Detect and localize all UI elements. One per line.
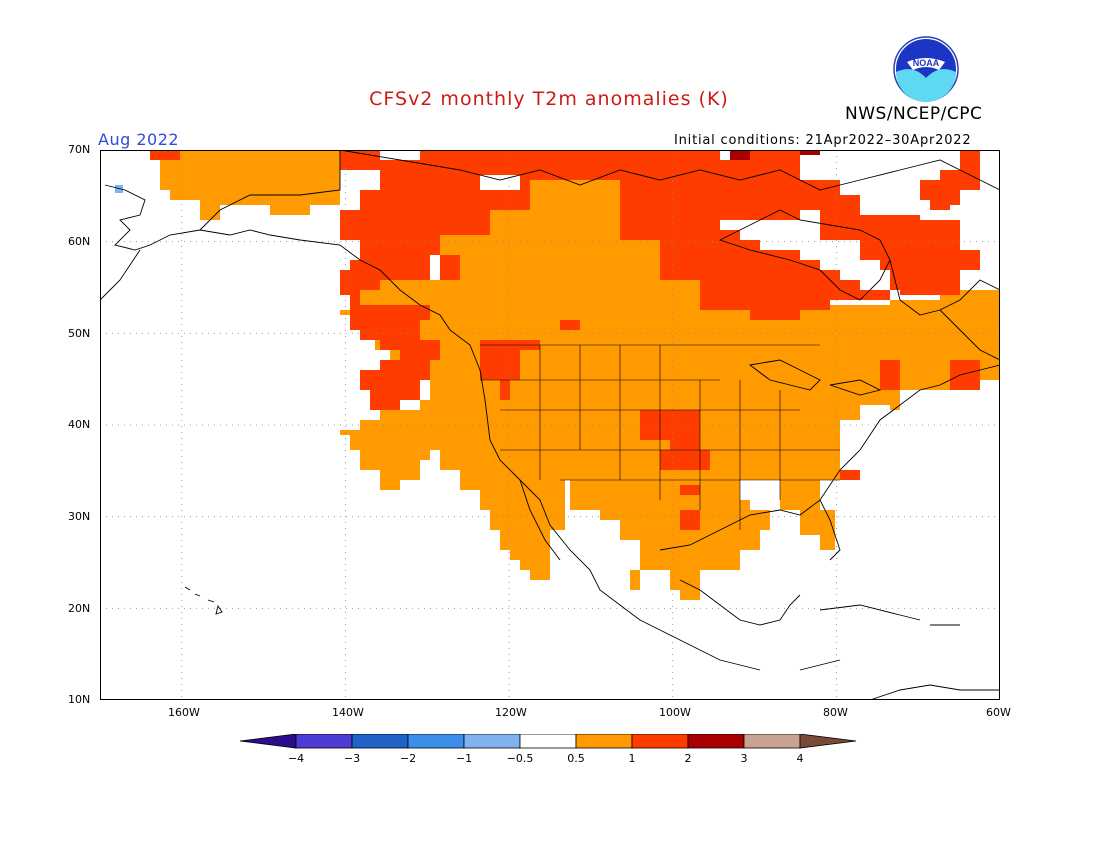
lat-tick: 20N bbox=[68, 602, 91, 615]
colorbar-label: −4 bbox=[287, 752, 305, 765]
colorbar bbox=[240, 734, 857, 749]
colorbar-label: −1 bbox=[455, 752, 473, 765]
colorbar-label: 3 bbox=[740, 752, 748, 765]
lon-tick: 60W bbox=[986, 706, 1011, 719]
map-title: CFSv2 monthly T2m anomalies (K) bbox=[369, 88, 729, 110]
colorbar-cell bbox=[519, 734, 577, 749]
colorbar-label: 4 bbox=[796, 752, 804, 765]
lon-tick: 100W bbox=[659, 706, 691, 719]
lat-tick: 10N bbox=[68, 693, 91, 706]
lon-tick: 120W bbox=[495, 706, 527, 719]
lon-tick: 160W bbox=[168, 706, 200, 719]
lat-tick: 40N bbox=[68, 418, 91, 431]
lat-tick: 30N bbox=[68, 510, 91, 523]
lat-tick: 60N bbox=[68, 235, 91, 248]
noaa-logo-icon: NOAA bbox=[893, 36, 959, 102]
colorbar-cell bbox=[631, 734, 689, 749]
colorbar-cell bbox=[351, 734, 409, 749]
colorbar-cell bbox=[799, 734, 857, 749]
coastlines bbox=[100, 150, 1000, 700]
colorbar-cell bbox=[407, 734, 465, 749]
colorbar-cell bbox=[295, 734, 353, 749]
svg-text:NOAA: NOAA bbox=[913, 58, 940, 68]
colorbar-cell bbox=[575, 734, 633, 749]
grid-lines bbox=[100, 150, 1000, 700]
lat-tick: 50N bbox=[68, 327, 91, 340]
colorbar-label: 1 bbox=[628, 752, 636, 765]
initial-conditions: Initial conditions: 21Apr2022–30Apr2022 bbox=[674, 133, 972, 148]
colorbar-label: −3 bbox=[343, 752, 361, 765]
colorbar-cell bbox=[463, 734, 521, 749]
forecast-month: Aug 2022 bbox=[98, 130, 180, 149]
colorbar-label: −0.5 bbox=[506, 752, 534, 765]
colorbar-label: −2 bbox=[399, 752, 417, 765]
colorbar-cell bbox=[240, 734, 297, 749]
agency-label: NWS/NCEP/CPC bbox=[845, 104, 983, 124]
colorbar-label: 2 bbox=[684, 752, 692, 765]
colorbar-label: 0.5 bbox=[567, 752, 585, 765]
lat-tick: 70N bbox=[68, 143, 91, 156]
lon-tick: 80W bbox=[823, 706, 848, 719]
colorbar-cell bbox=[687, 734, 745, 749]
anomaly-shading bbox=[115, 150, 1000, 600]
anomaly-map bbox=[100, 150, 1000, 700]
colorbar-cell bbox=[743, 734, 801, 749]
lon-tick: 140W bbox=[332, 706, 364, 719]
us-state-borders bbox=[480, 344, 840, 530]
